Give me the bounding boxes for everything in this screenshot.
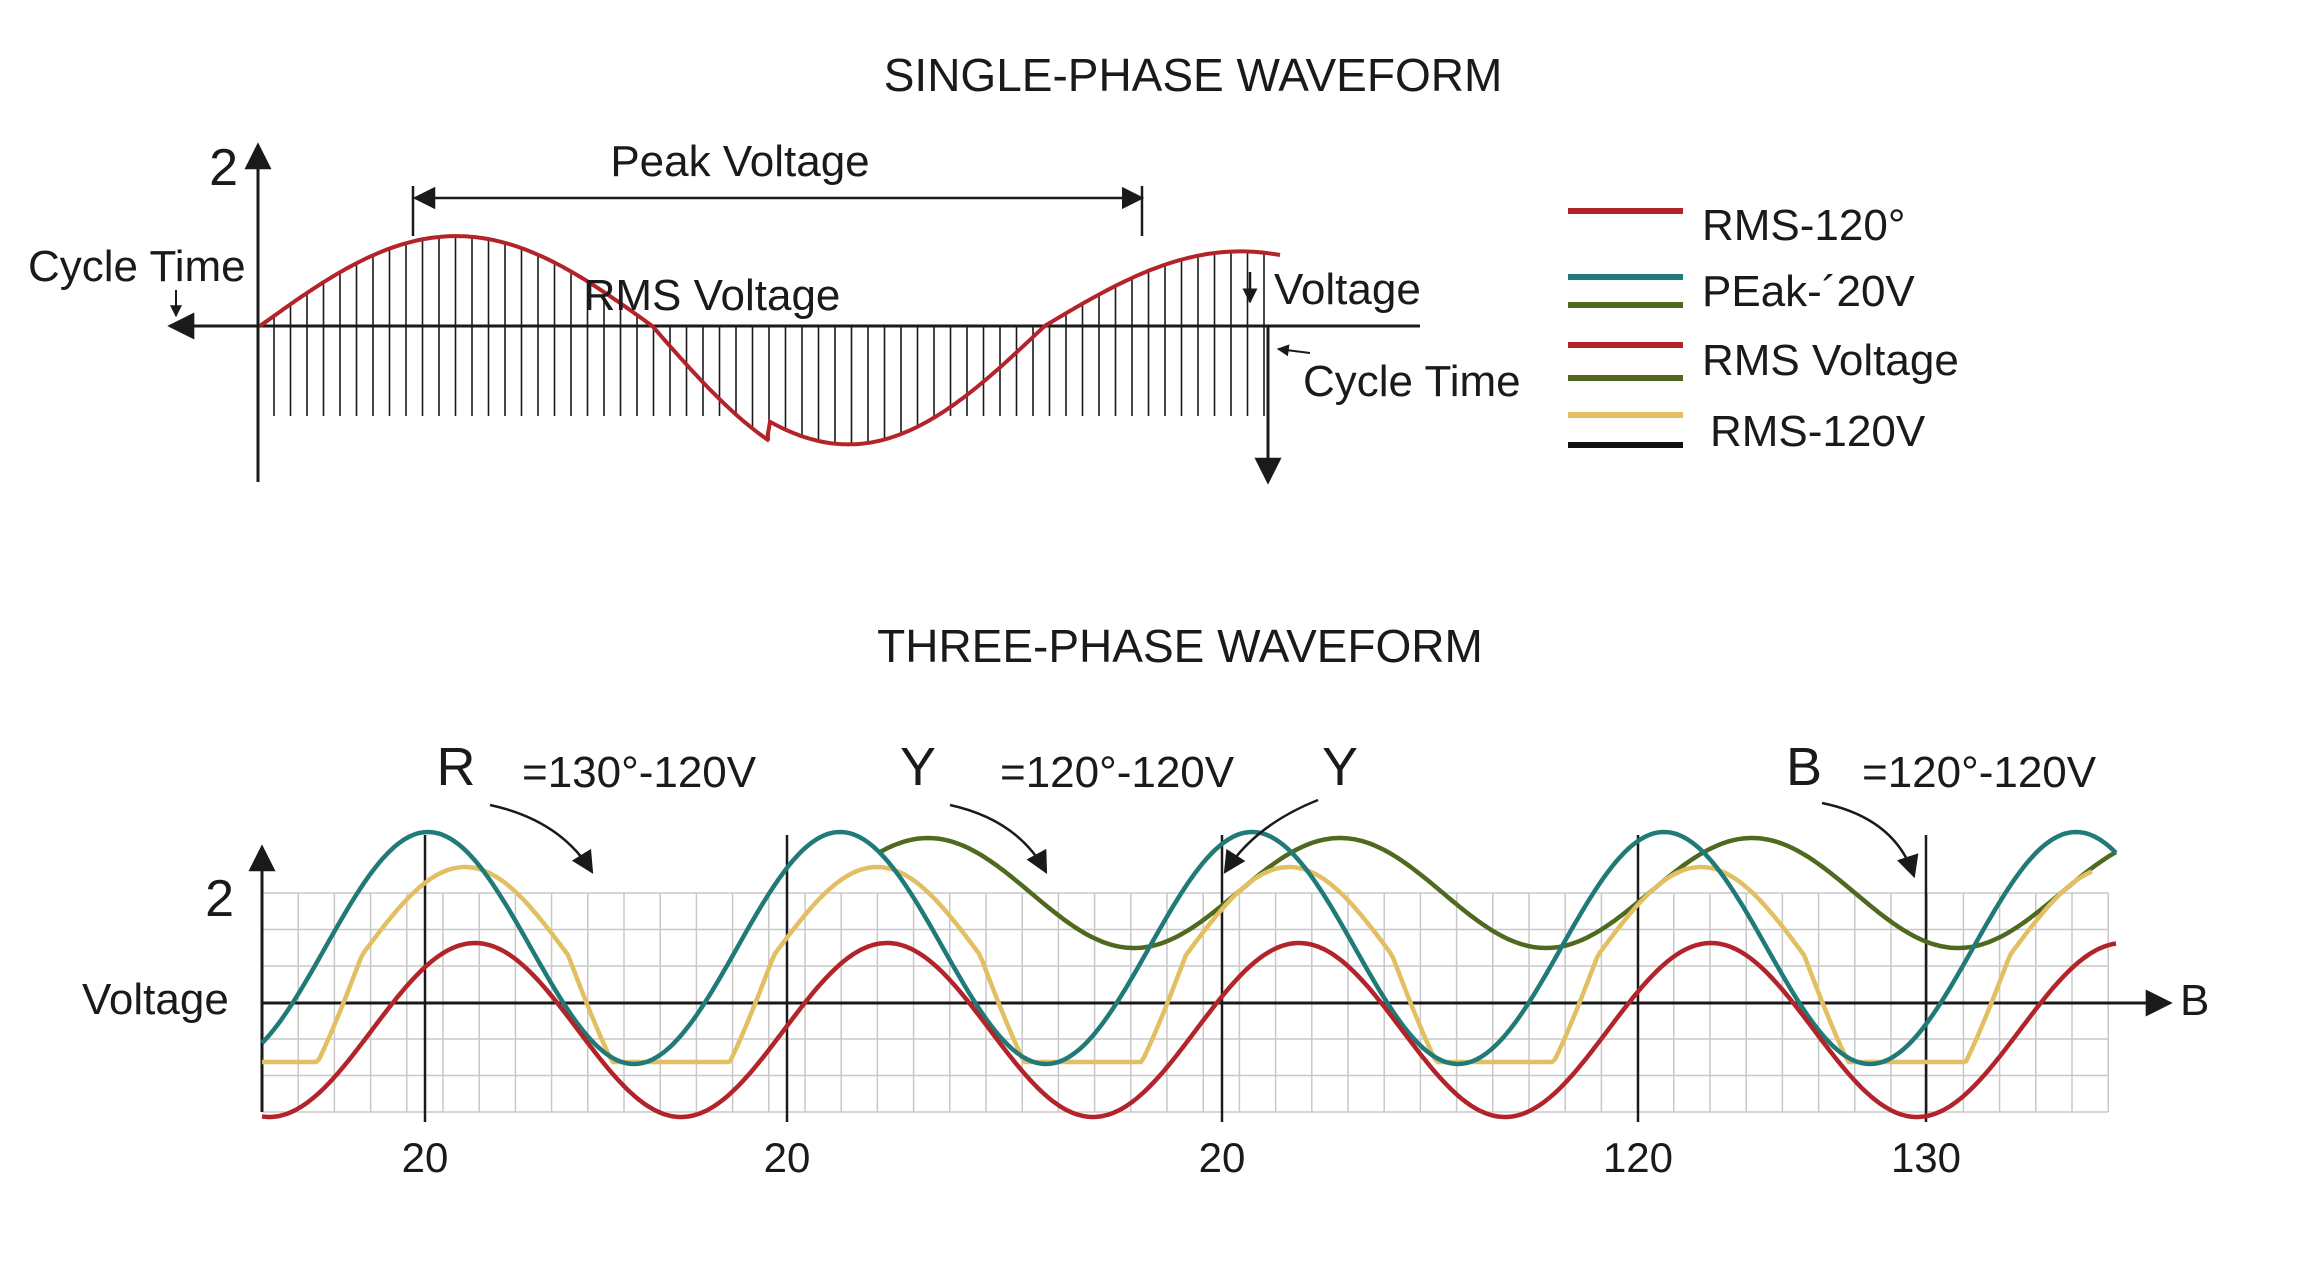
legend-item-label: RMS Voltage [1702, 336, 1959, 385]
phase-pointer-arrow [489, 803, 594, 874]
three-phase-y-tick: 2 [205, 870, 234, 928]
three-phase-red-wave [261, 940, 2117, 1120]
cycle-time-left-label: Cycle Time [28, 242, 246, 291]
three-phase-olive-wave [878, 835, 2118, 951]
legend-item-label: RMS-120° [1702, 201, 1905, 250]
three-phase-cycle-markers [423, 835, 1928, 1122]
x-tick-label: 20 [1199, 1134, 1246, 1181]
phase-labels: R =130°-120V Y =120°-120V Y B =120°-120V [437, 737, 2097, 879]
phase-letter: Y [900, 737, 936, 797]
phase-pointer-arrow [1223, 798, 1319, 874]
phase-value-label: =120°-120V [1000, 748, 1235, 797]
x-tick-label: 20 [402, 1134, 449, 1181]
phase-value-label: =130°-120V [522, 748, 757, 797]
x-tick-label: 120 [1603, 1134, 1673, 1181]
rms-voltage-label: RMS Voltage [584, 271, 841, 320]
cycle-time-right-arrow [1276, 344, 1311, 357]
phase-value-label: =120°-120V [1862, 748, 2097, 797]
phase-pointer-arrow [949, 803, 1048, 874]
phase-letter: Y [1322, 737, 1358, 797]
cycle-time-right-label: Cycle Time [1303, 357, 1521, 406]
single-phase-sine-wave [258, 234, 1281, 447]
three-phase-y-label: Voltage [82, 975, 229, 1024]
x-tick-label: 130 [1891, 1134, 1961, 1181]
single-phase-y-tick: 2 [209, 139, 238, 197]
phase-pointer-arrow [1821, 801, 1919, 879]
legend-item-label: PEak-´20V [1702, 267, 1915, 316]
x-tick-label: 20 [764, 1134, 811, 1181]
peak-voltage-label: Peak Voltage [610, 137, 869, 186]
three-phase-x-axis-end-label: B [2180, 976, 2209, 1025]
phase-letter: R [437, 737, 476, 797]
voltage-label: Voltage [1274, 265, 1421, 314]
single-phase-title: SINGLE-PHASE WAVEFORM [884, 49, 1503, 101]
legend: RMS-120° PEak-´20V RMS Voltage RMS-120V [1568, 201, 1959, 456]
three-phase-title: THREE-PHASE WAVEFORM [877, 620, 1483, 672]
legend-item-label: RMS-120V [1710, 407, 1926, 456]
phase-letter: B [1786, 737, 1822, 797]
three-phase-x-ticks: 20 20 20 120 130 [402, 1134, 1961, 1181]
three-phase-yellow-wave [262, 864, 2093, 1065]
single-phase-hatching [273, 236, 1265, 445]
three-phase-teal-wave [260, 829, 2118, 1067]
